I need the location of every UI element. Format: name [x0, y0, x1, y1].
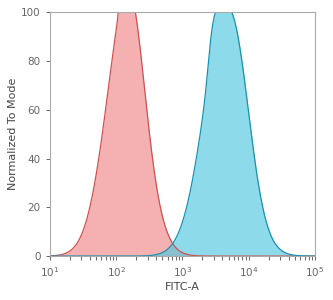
Y-axis label: Normalized To Mode: Normalized To Mode — [8, 78, 18, 190]
X-axis label: FITC-A: FITC-A — [165, 282, 200, 292]
